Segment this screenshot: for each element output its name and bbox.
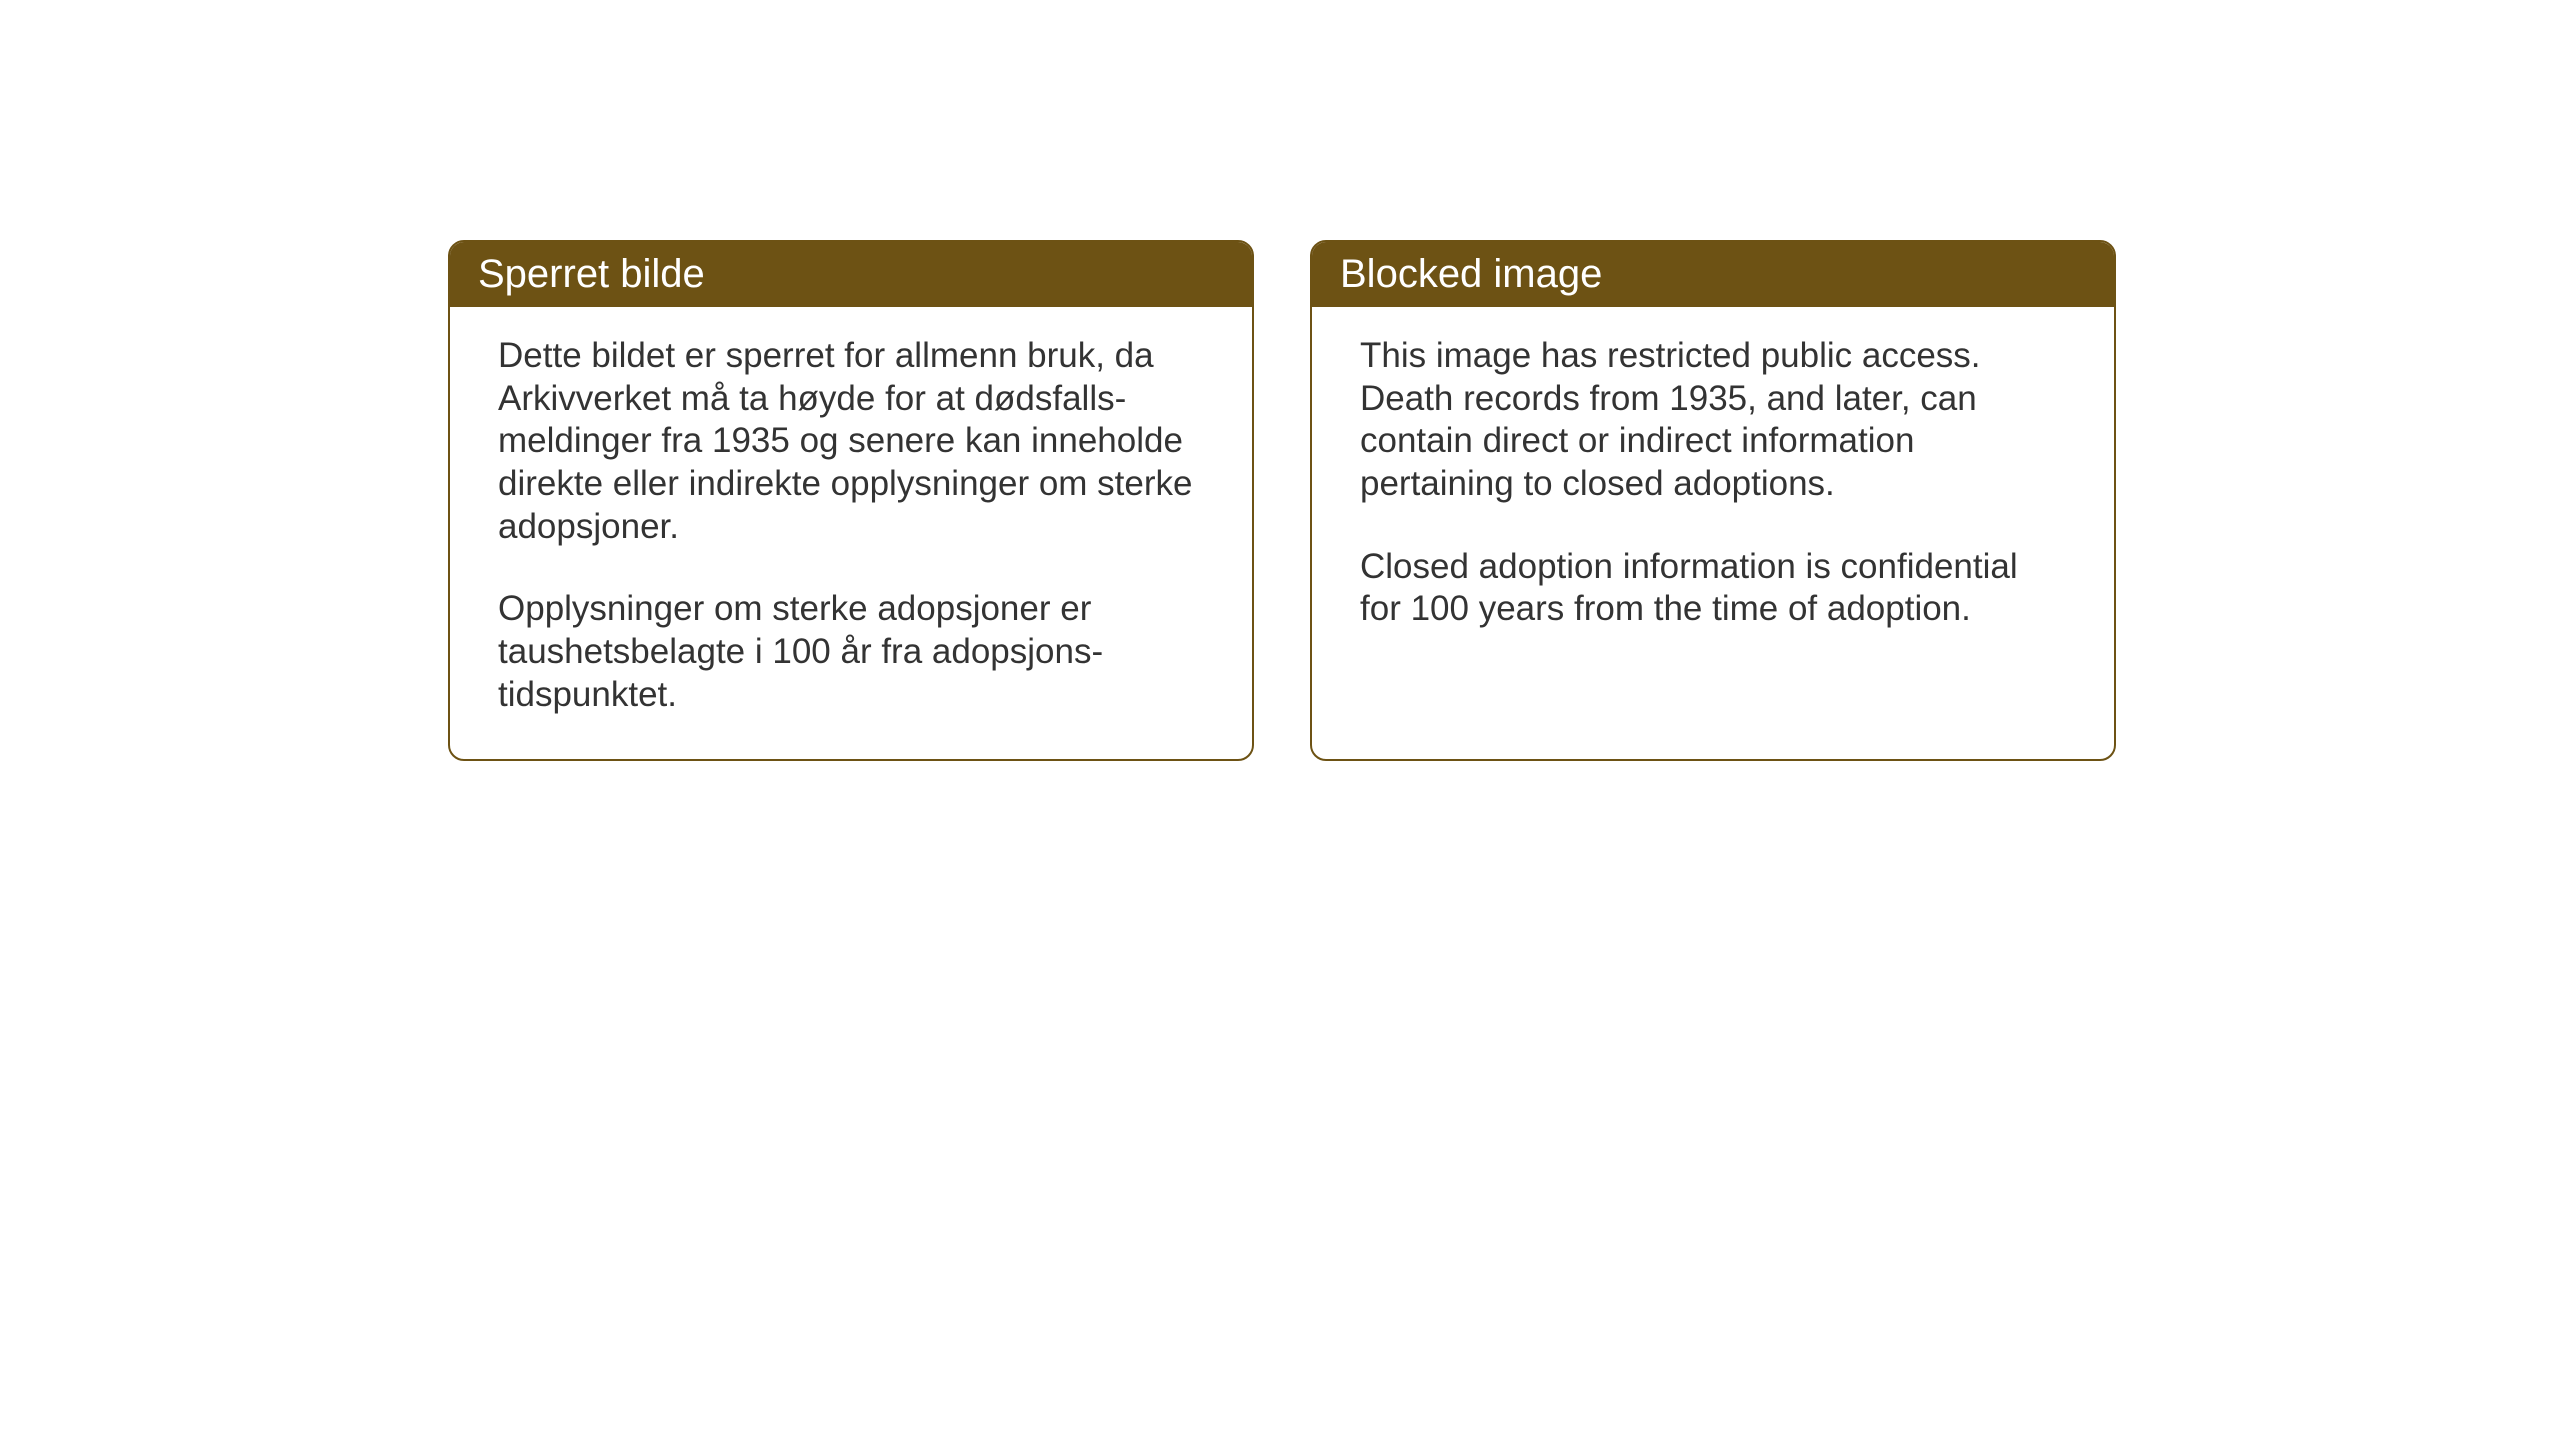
- english-card-body: This image has restricted public access.…: [1312, 307, 2114, 673]
- notice-container: Sperret bilde Dette bildet er sperret fo…: [448, 240, 2116, 761]
- norwegian-notice-card: Sperret bilde Dette bildet er sperret fo…: [448, 240, 1254, 761]
- norwegian-paragraph-2: Opplysninger om sterke adopsjoner er tau…: [498, 588, 1204, 716]
- english-paragraph-1: This image has restricted public access.…: [1360, 335, 2066, 506]
- english-notice-card: Blocked image This image has restricted …: [1310, 240, 2116, 761]
- english-paragraph-2: Closed adoption information is confident…: [1360, 546, 2066, 631]
- norwegian-paragraph-1: Dette bildet er sperret for allmenn bruk…: [498, 335, 1204, 548]
- norwegian-card-title: Sperret bilde: [450, 242, 1252, 307]
- norwegian-card-body: Dette bildet er sperret for allmenn bruk…: [450, 307, 1252, 759]
- english-card-title: Blocked image: [1312, 242, 2114, 307]
